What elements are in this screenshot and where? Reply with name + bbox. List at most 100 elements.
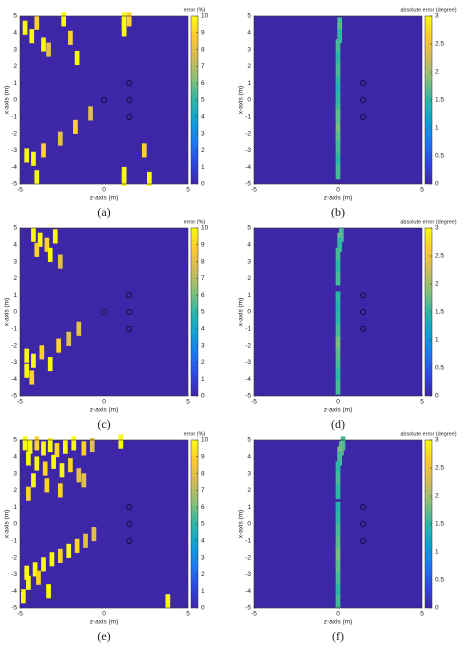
colorbar-tick-label: 3	[201, 554, 205, 561]
y-axis-label: x-axis (m)	[238, 86, 245, 115]
y-tick-label: -5	[11, 393, 17, 400]
heat-cell	[335, 473, 341, 488]
heat-cell	[141, 143, 147, 158]
x-axis-label: z-axis (m)	[324, 195, 353, 202]
plot-background	[20, 440, 188, 608]
colorbar-tick-label: 2.5	[435, 465, 444, 472]
marker	[101, 97, 107, 103]
x-tick-label: 0	[336, 611, 340, 618]
y-tick-label: 5	[13, 437, 17, 444]
colorbar-tick-label: 5	[201, 309, 205, 316]
y-tick-label: -1	[245, 114, 251, 121]
heat-cell	[31, 473, 36, 488]
heat-cell	[36, 570, 41, 585]
x-tick-label: -5	[17, 399, 23, 406]
colorbar-tick-label: 9	[201, 242, 205, 249]
x-tick-label: -5	[251, 611, 257, 618]
plot-background	[20, 228, 188, 396]
colorbar-tick-label: 8	[201, 258, 205, 265]
heat-cell	[41, 557, 46, 572]
x-tick-label: 5	[186, 399, 190, 406]
marker	[360, 325, 367, 332]
y-tick-label: 5	[247, 225, 251, 232]
heat-cell	[335, 247, 341, 262]
colorbar-tick-label: 0.5	[435, 365, 444, 372]
x-axis-label: z-axis (m)	[324, 619, 353, 626]
heat-cell	[49, 552, 55, 567]
colorbar-tick-label: 0	[201, 605, 205, 612]
x-axis-label: z-axis (m)	[324, 407, 353, 414]
y-tick-label: 1	[13, 504, 17, 511]
panel-label: (b)	[331, 205, 345, 219]
x-tick-label: 5	[420, 187, 424, 194]
y-tick-label: -5	[245, 605, 251, 612]
y-tick-label: 2	[247, 487, 251, 494]
x-tick-label: 0	[336, 399, 340, 406]
colorbar-label: absolute error (degree)	[400, 7, 456, 13]
colorbar-tick-label: 6	[201, 292, 205, 299]
y-tick-label: 4	[13, 454, 17, 461]
heat-cell	[52, 229, 58, 244]
y-tick-label: -3	[245, 147, 251, 154]
heat-cell	[26, 486, 31, 501]
colorbar-tick-label: 1	[435, 549, 439, 556]
y-tick-label: -4	[11, 588, 17, 595]
y-tick-label: -5	[11, 605, 17, 612]
y-tick-label: 3	[247, 258, 251, 265]
heat-cell	[47, 247, 53, 262]
y-tick-label: -3	[245, 359, 251, 366]
y-tick-label: -1	[11, 326, 17, 333]
y-tick-label: 5	[247, 13, 251, 20]
y-tick-label: 3	[247, 470, 251, 477]
colorbar-tick-label: 0	[201, 393, 205, 400]
marker	[126, 80, 133, 87]
y-tick-label: 4	[247, 242, 251, 249]
colorbar-tick-label: 1	[435, 125, 439, 132]
colorbar-tick-label: 10	[201, 225, 209, 232]
marker	[101, 309, 107, 315]
y-tick-label: 5	[13, 225, 17, 232]
heat-cell	[118, 434, 124, 449]
colorbar-tick-label: 6	[201, 80, 205, 87]
heat-cell	[47, 357, 53, 372]
colorbar-tick-label: 2	[435, 493, 439, 500]
y-tick-label: -1	[11, 114, 17, 121]
heat-cell	[29, 370, 35, 385]
colorbar-tick-label: 3	[435, 13, 439, 20]
colorbar-tick-label: 8	[201, 46, 205, 53]
heat-cell	[335, 594, 341, 609]
colorbar-tick-label: 0.5	[435, 153, 444, 160]
colorbar-tick-label: 1.5	[435, 309, 444, 316]
heat-cell	[335, 537, 341, 552]
heat-cell	[34, 242, 40, 257]
x-tick-label: 0	[102, 611, 106, 618]
heat-cell	[335, 271, 341, 286]
y-tick-label: 1	[13, 80, 17, 87]
heat-cell	[44, 478, 50, 493]
heat-cell	[335, 39, 341, 54]
heat-cell	[41, 37, 46, 52]
heat-cell	[335, 511, 341, 527]
x-tick-label: 0	[336, 187, 340, 194]
colorbar-tick-label: 1	[201, 376, 205, 383]
heat-cell	[37, 232, 43, 247]
y-tick-label: -3	[245, 571, 251, 578]
heat-cell	[74, 538, 80, 553]
panel-label: (d)	[331, 417, 345, 431]
heat-cell	[59, 463, 65, 478]
heat-cell	[31, 353, 36, 368]
heat-cell	[335, 501, 341, 516]
colorbar-tick-label: 1	[435, 337, 439, 344]
heat-cell	[41, 143, 46, 158]
heat-cell	[31, 227, 36, 242]
heat-cell	[54, 443, 60, 458]
heat-cell	[335, 92, 341, 108]
y-tick-label: -1	[245, 326, 251, 333]
marker	[126, 521, 133, 527]
y-tick-label: -4	[11, 164, 17, 171]
y-tick-label: -5	[11, 181, 17, 188]
y-axis-label: x-axis (m)	[4, 510, 11, 539]
y-tick-label: 1	[247, 80, 251, 87]
x-axis-label: z-axis (m)	[90, 407, 119, 414]
